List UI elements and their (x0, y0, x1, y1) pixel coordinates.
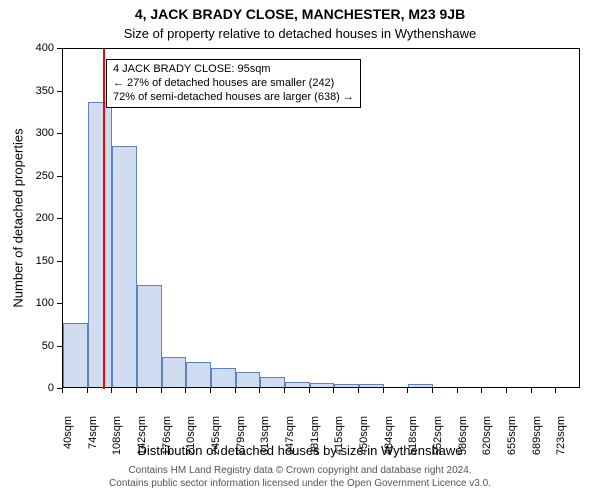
histogram-bar (310, 383, 335, 387)
x-tick-label: 108sqm (111, 416, 123, 466)
annotation-box: 4 JACK BRADY CLOSE: 95sqm← 27% of detach… (106, 59, 361, 108)
x-tick-mark (259, 388, 260, 393)
x-tick-label: 620sqm (481, 416, 493, 466)
y-tick-label: 0 (22, 382, 54, 394)
x-tick-mark (358, 388, 359, 393)
footer-line2: Contains public sector information licen… (0, 478, 600, 491)
x-tick-label: 142sqm (136, 416, 148, 466)
histogram-bar (408, 384, 433, 387)
x-tick-label: 347sqm (284, 416, 296, 466)
x-tick-label: 210sqm (185, 416, 197, 466)
x-tick-label: 176sqm (161, 416, 173, 466)
x-tick-mark (185, 388, 186, 393)
x-tick-label: 586sqm (457, 416, 469, 466)
x-tick-mark (309, 388, 310, 393)
x-tick-label: 552sqm (432, 416, 444, 466)
histogram-bar (334, 384, 359, 387)
x-tick-mark (407, 388, 408, 393)
x-tick-mark (210, 388, 211, 393)
y-tick-mark (57, 133, 62, 134)
y-tick-label: 150 (22, 255, 54, 267)
x-tick-label: 689sqm (531, 416, 543, 466)
x-tick-mark (432, 388, 433, 393)
y-tick-mark (57, 91, 62, 92)
x-tick-label: 74sqm (87, 416, 99, 466)
y-tick-mark (57, 218, 62, 219)
annotation-line: 4 JACK BRADY CLOSE: 95sqm (113, 63, 354, 77)
histogram-bar (236, 372, 261, 387)
x-tick-mark (531, 388, 532, 393)
histogram-bar (112, 146, 137, 387)
y-tick-mark (57, 176, 62, 177)
x-tick-mark (481, 388, 482, 393)
y-tick-label: 400 (22, 42, 54, 54)
histogram-bar (162, 357, 187, 387)
x-tick-mark (235, 388, 236, 393)
histogram-bar (260, 377, 285, 387)
x-tick-label: 40sqm (62, 416, 74, 466)
x-tick-label: 245sqm (210, 416, 222, 466)
y-tick-label: 200 (22, 212, 54, 224)
footer-text: Contains HM Land Registry data © Crown c… (0, 465, 600, 490)
footer-line1: Contains HM Land Registry data © Crown c… (0, 465, 600, 478)
y-tick-label: 50 (22, 340, 54, 352)
x-tick-mark (457, 388, 458, 393)
x-tick-mark (111, 388, 112, 393)
y-tick-mark (57, 48, 62, 49)
x-tick-label: 279sqm (235, 416, 247, 466)
x-tick-label: 415sqm (333, 416, 345, 466)
x-tick-label: 381sqm (309, 416, 321, 466)
annotation-line: 72% of semi-detached houses are larger (… (113, 91, 354, 105)
y-tick-label: 250 (22, 170, 54, 182)
property-marker-line (103, 49, 105, 389)
y-tick-mark (57, 303, 62, 304)
histogram-bar (63, 323, 88, 387)
x-tick-mark (333, 388, 334, 393)
x-tick-mark (555, 388, 556, 393)
histogram-bar (186, 362, 211, 388)
x-tick-label: 450sqm (358, 416, 370, 466)
chart-root: 4, JACK BRADY CLOSE, MANCHESTER, M23 9JB… (0, 0, 600, 500)
x-tick-mark (383, 388, 384, 393)
x-tick-label: 655sqm (506, 416, 518, 466)
y-tick-label: 350 (22, 85, 54, 97)
y-tick-mark (57, 261, 62, 262)
x-tick-mark (87, 388, 88, 393)
x-tick-mark (284, 388, 285, 393)
y-tick-label: 300 (22, 127, 54, 139)
histogram-bar (88, 102, 113, 387)
x-tick-label: 484sqm (383, 416, 395, 466)
histogram-bar (211, 368, 236, 387)
x-tick-mark (136, 388, 137, 393)
histogram-bar (359, 384, 384, 387)
annotation-line: ← 27% of detached houses are smaller (24… (113, 77, 354, 91)
chart-subtitle: Size of property relative to detached ho… (0, 26, 600, 41)
chart-title: 4, JACK BRADY CLOSE, MANCHESTER, M23 9JB (0, 6, 600, 22)
histogram-bar (137, 285, 162, 387)
x-tick-mark (62, 388, 63, 393)
histogram-bar (285, 382, 310, 387)
y-tick-mark (57, 346, 62, 347)
x-tick-label: 518sqm (407, 416, 419, 466)
x-tick-label: 313sqm (259, 416, 271, 466)
x-tick-mark (161, 388, 162, 393)
y-tick-label: 100 (22, 297, 54, 309)
x-tick-label: 723sqm (555, 416, 567, 466)
x-tick-mark (506, 388, 507, 393)
